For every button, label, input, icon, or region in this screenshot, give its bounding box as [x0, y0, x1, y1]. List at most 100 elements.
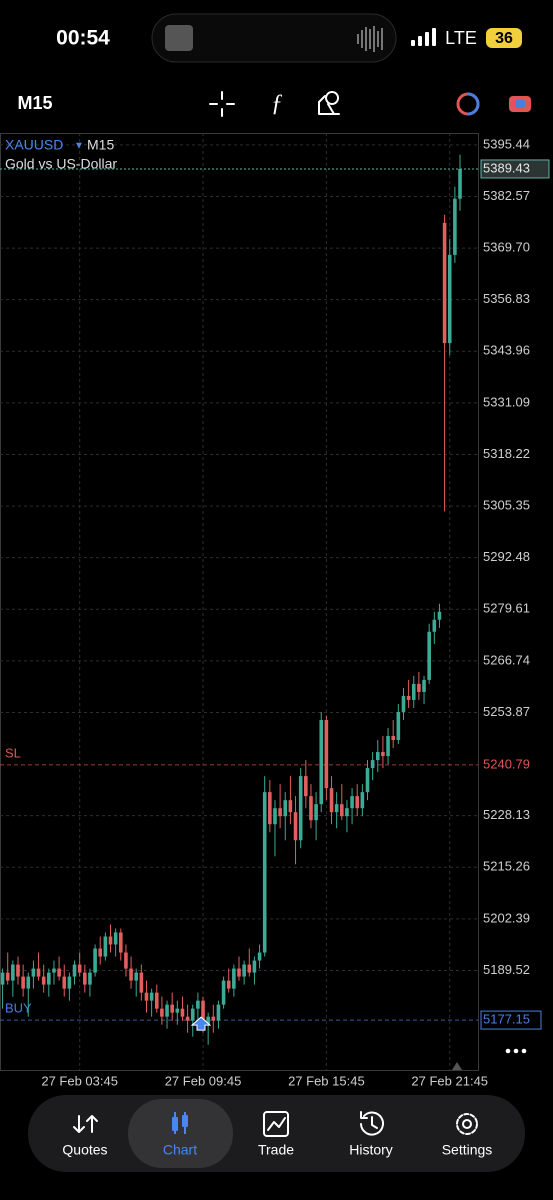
candle-body: [232, 968, 236, 989]
level-label: SL: [5, 745, 21, 760]
indicators-button[interactable]: ƒ: [271, 91, 283, 117]
y-tick-label: 5292.48: [483, 549, 530, 564]
x-tick-label: 27 Feb 21:45: [411, 1073, 488, 1088]
candle-body: [298, 776, 303, 841]
candle-body: [304, 776, 308, 797]
candle-body: [375, 752, 380, 761]
y-tick-label: 5305.35: [483, 498, 530, 513]
candle-body: [211, 1016, 216, 1021]
candle-body: [453, 198, 457, 255]
battery: [486, 28, 522, 48]
candle-body: [252, 960, 257, 973]
tab-label[interactable]: History: [349, 1142, 393, 1158]
x-tick-label: 27 Feb 09:45: [165, 1073, 242, 1088]
candle-body: [31, 968, 36, 977]
candle-body: [83, 972, 87, 985]
candle-body: [417, 683, 421, 692]
more-button[interactable]: [505, 1048, 527, 1054]
candle-body: [144, 992, 149, 1001]
candle-body: [72, 964, 77, 977]
y-tick-label: 5395.44: [483, 136, 530, 151]
buy-marker: [190, 1016, 212, 1031]
candle-body: [365, 768, 370, 793]
candle-body: [196, 1000, 200, 1009]
candle-body: [437, 611, 442, 620]
candle-body: [226, 980, 231, 989]
candle-body: [447, 254, 452, 344]
candle-body: [257, 952, 262, 961]
candle-body: [324, 719, 329, 789]
candle-body: [190, 1008, 195, 1021]
candle-body: [160, 1008, 164, 1017]
candle-body: [170, 1004, 174, 1013]
signal-icon: [411, 28, 436, 46]
tab-label[interactable]: Chart: [163, 1142, 197, 1158]
candle-body: [273, 808, 277, 825]
y-tick-label: 5202.39: [483, 910, 530, 925]
candle-body: [16, 964, 20, 977]
candle-body: [88, 972, 92, 985]
chart: 5395.44 5382.57 5369.70 5356.83 5343.96 5331.…: [0, 133, 550, 1088]
y-tick-label: 5331.09: [483, 394, 530, 409]
candle-body: [242, 964, 246, 977]
candle-body: [339, 804, 344, 817]
candle-body: [247, 964, 252, 973]
quotes-icon: [73, 1115, 98, 1133]
chart-header: XAUUSD ▼ M15 Gold vs US-Dollar: [5, 137, 117, 172]
candle-body: [201, 1000, 205, 1025]
candle-body: [216, 1004, 221, 1021]
tab-label[interactable]: Settings: [442, 1142, 493, 1158]
candle-body: [175, 1008, 180, 1013]
candle-body: [26, 976, 31, 989]
symbol[interactable]: XAUUSD: [5, 137, 63, 153]
symbol-dropdown[interactable]: ▼: [74, 141, 84, 152]
tab-labels: Quotes Chart Trade History Settings: [62, 1142, 492, 1158]
candle-body: [113, 932, 118, 945]
x-tick-label: 27 Feb 03:45: [41, 1073, 118, 1088]
candle-body: [0, 972, 5, 985]
trade-button[interactable]: [509, 96, 531, 112]
chart-timeframe: M15: [87, 137, 114, 153]
island-artwork: [165, 25, 193, 51]
candle-body: [293, 812, 298, 841]
x-tick-label: 27 Feb 15:45: [288, 1073, 365, 1088]
candle-body: [432, 619, 437, 632]
tab-bar: [28, 1095, 525, 1172]
tab-label[interactable]: Trade: [258, 1142, 294, 1158]
status-time: 00:54: [56, 27, 110, 50]
y-tick-label: 5343.96: [483, 343, 530, 358]
level-label: BUY: [5, 1001, 32, 1016]
candle-body: [268, 792, 272, 825]
candle-body: [165, 1004, 169, 1017]
history-icon: [360, 1111, 384, 1136]
y-tick-label: 5228.13: [483, 807, 530, 822]
candle-body: [11, 964, 15, 981]
crosshair-button[interactable]: [209, 91, 235, 117]
timeframe-button[interactable]: M15: [17, 93, 52, 113]
candle-body: [458, 168, 462, 199]
candle-body: [406, 695, 411, 700]
trade-icon: [263, 1111, 289, 1137]
candle-body: [381, 752, 385, 757]
candle-body: [360, 792, 365, 809]
chart-icon: [172, 1112, 188, 1134]
network: LTE: [445, 28, 477, 48]
candle-body: [180, 1008, 185, 1017]
chart-subtitle: Gold vs US-Dollar: [5, 156, 117, 172]
candle-body: [329, 788, 334, 813]
candle-body: [401, 695, 406, 712]
candle-body: [139, 972, 144, 993]
candle-body: [206, 1016, 210, 1025]
candle-body: [149, 992, 154, 1001]
candle-body: [52, 968, 56, 973]
candle-body: [350, 796, 354, 809]
level-price: 5177.15: [483, 1012, 530, 1027]
candle-body: [314, 804, 318, 821]
candle-body: [93, 948, 97, 973]
dynamic-island: [151, 13, 397, 63]
candle-body: [309, 796, 313, 821]
tab-label[interactable]: Quotes: [62, 1142, 107, 1158]
account-button[interactable]: [456, 92, 480, 116]
objects-button[interactable]: [318, 91, 340, 115]
